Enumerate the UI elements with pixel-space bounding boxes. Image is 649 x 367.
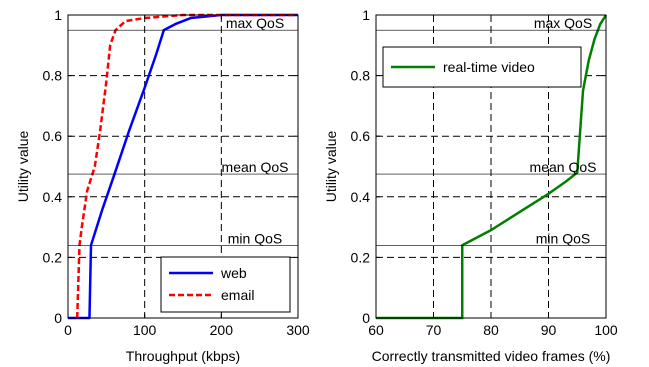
x-tick-label: 60 [368, 322, 384, 338]
qos-label: min QoS [228, 230, 282, 246]
y-tick-label: 0.2 [351, 249, 371, 265]
y-tick-label: 1 [362, 7, 370, 23]
tick-labels: 60 70 80 90 100 0 0.2 0.4 0.6 0.8 1 [351, 7, 618, 338]
x-tick-label: 100 [133, 322, 157, 338]
y-tick-label: 0 [362, 310, 370, 326]
y-axis-label: Utility value [15, 131, 31, 203]
plot-frame [67, 14, 299, 319]
x-tick-label: 0 [64, 322, 72, 338]
x-axis-label: Throughput (kbps) [126, 348, 240, 364]
x-tick-label: 80 [483, 322, 499, 338]
annotation-layer: max QoS mean QoS min QoS [376, 15, 606, 246]
x-tick-label: 100 [594, 322, 618, 338]
y-axis-label: Utility value [323, 131, 339, 203]
annotation-layer: max QoS mean QoS min QoS [68, 15, 298, 246]
legend-label: email [221, 287, 254, 303]
legend: web email [160, 256, 291, 313]
legend: real-time video [382, 46, 582, 88]
y-tick-label: 1 [54, 7, 62, 23]
x-tick-label: 300 [286, 322, 310, 338]
legend-label: real-time video [443, 59, 535, 75]
x-tick-label: 90 [541, 322, 557, 338]
y-tick-label: 0.8 [43, 68, 63, 84]
qos-label: mean QoS [530, 159, 597, 175]
y-tick-label: 0.8 [351, 68, 371, 84]
qos-label: max QoS [534, 15, 592, 31]
qos-label: mean QoS [222, 159, 289, 175]
tick-labels: 0 100 200 300 0 0.2 0.4 0.6 0.8 1 [43, 7, 310, 338]
y-tick-label: 0.6 [43, 128, 63, 144]
x-tick-label: 200 [210, 322, 234, 338]
qos-label: min QoS [536, 230, 590, 246]
qos-label: max QoS [226, 15, 284, 31]
x-tick-label: 70 [426, 322, 442, 338]
y-tick-label: 0.2 [43, 249, 63, 265]
y-tick-label: 0.6 [351, 128, 371, 144]
legend-box [160, 256, 291, 313]
legend-label: web [220, 265, 247, 281]
video-frames-utility-chart: max QoS mean QoS min QoS 60 70 80 90 100 0 0.2 0.… [323, 7, 618, 364]
x-axis-label: Correctly transmitted video frames (%) [372, 348, 611, 364]
y-tick-label: 0.4 [351, 189, 371, 205]
throughput-utility-chart: max QoS mean QoS min QoS 0 100 200 300 0 0.2 0.4… [15, 7, 310, 364]
y-tick-label: 0 [54, 310, 62, 326]
y-tick-label: 0.4 [43, 189, 63, 205]
